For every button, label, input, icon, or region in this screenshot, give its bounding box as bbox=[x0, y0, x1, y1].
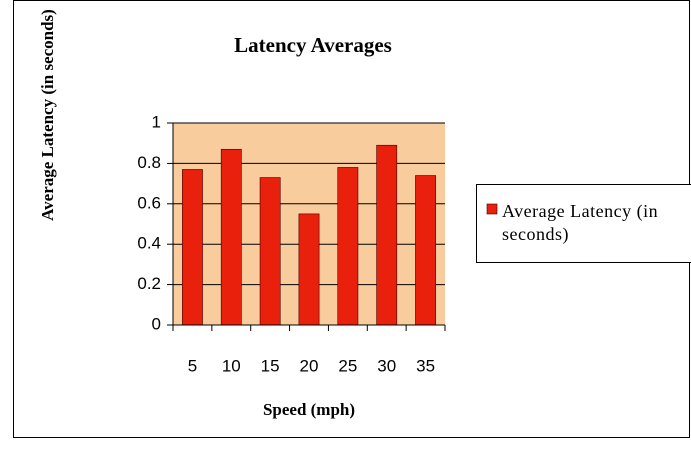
y-tick-label: 0.8 bbox=[137, 153, 161, 172]
y-tick-label: 0.6 bbox=[137, 193, 161, 212]
x-tick-label: 20 bbox=[300, 356, 319, 375]
x-tick-label: 10 bbox=[222, 356, 241, 375]
bar bbox=[376, 144, 398, 326]
y-axis-label: Average Latency (in seconds) bbox=[38, 9, 57, 221]
legend-box bbox=[476, 184, 691, 263]
x-axis-label: Speed (mph) bbox=[263, 400, 355, 419]
bar bbox=[298, 213, 320, 326]
x-tick-label: 25 bbox=[338, 356, 357, 375]
x-tick-label: 5 bbox=[188, 356, 197, 375]
bar bbox=[259, 177, 281, 326]
y-tick-label: 0.2 bbox=[137, 274, 161, 293]
x-tick-label: 35 bbox=[416, 356, 435, 375]
legend-label: Average Latency (in seconds) bbox=[502, 201, 659, 244]
legend-swatch bbox=[486, 203, 498, 215]
bar bbox=[182, 169, 203, 326]
x-tick-label: 15 bbox=[261, 356, 280, 375]
chart-title: Latency Averages bbox=[234, 33, 392, 57]
bar bbox=[220, 148, 242, 326]
x-tick-label: 30 bbox=[377, 356, 396, 375]
y-tick-label: 1 bbox=[152, 112, 161, 131]
y-tick-label: 0.4 bbox=[137, 234, 161, 253]
bar bbox=[415, 175, 436, 326]
y-tick-label: 0 bbox=[152, 314, 161, 333]
bar bbox=[337, 167, 359, 326]
